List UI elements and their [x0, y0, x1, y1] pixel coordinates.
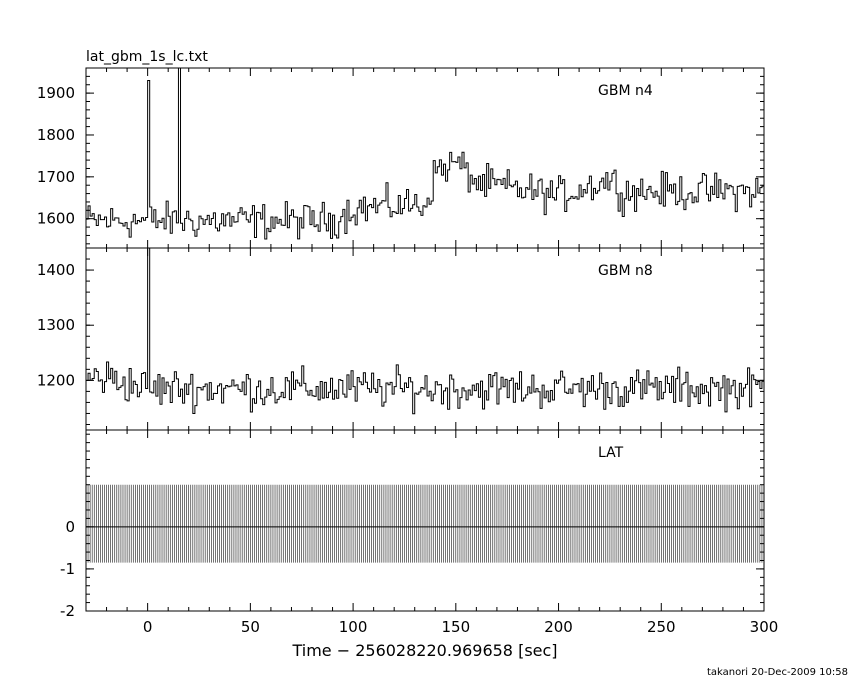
- x-axis-title: Time − 256028220.969658 [sec]: [291, 641, 557, 660]
- x-tick-label: 250: [647, 618, 676, 636]
- y-tick-label: 1200: [37, 371, 75, 389]
- y-tick-label: 1300: [37, 316, 75, 334]
- panel-frame: [85, 67, 765, 249]
- panel-2: GBM n8 1200 1300 1400: [37, 247, 765, 431]
- panel-label: LAT: [598, 445, 624, 461]
- panel-label: GBM n4: [598, 83, 653, 99]
- x-tick-label: 100: [339, 618, 368, 636]
- series-line: [86, 248, 764, 415]
- y-tick-label: -1: [60, 560, 75, 578]
- x-axis: 0 50 100 150 200 250 300: [143, 618, 778, 636]
- panel-1: GBM n4 1600 1700 1800 1900: [37, 67, 765, 249]
- x-tick-label: 300: [750, 618, 779, 636]
- x-tick-label: 50: [241, 618, 260, 636]
- y-tick-label: 1700: [37, 168, 75, 186]
- footer-credit: takanori 20-Dec-2009 10:58: [707, 667, 848, 678]
- panel-3: LAT -2 -1 0: [60, 429, 765, 620]
- x-tick-label: 200: [544, 618, 573, 636]
- y-tick-label: -2: [60, 602, 75, 620]
- panel-frame: [85, 247, 765, 431]
- y-tick-label: 1600: [37, 210, 75, 228]
- y-tick-label: 0: [65, 518, 75, 536]
- y-tick-label: 1900: [37, 84, 75, 102]
- panel-label: GBM n8: [598, 263, 653, 279]
- lat-band-lines: [85, 484, 765, 563]
- file-title: lat_gbm_1s_lc.txt: [86, 49, 208, 65]
- x-tick-label: 150: [441, 618, 470, 636]
- panel-frame: [85, 429, 765, 612]
- series-line: [86, 68, 764, 240]
- y-tick-label: 1800: [37, 126, 75, 144]
- x-tick-label: 0: [143, 618, 153, 636]
- y-tick-label: 1400: [37, 261, 75, 279]
- panels: GBM n4 1600 1700 1800 1900 GBM n8 1200 1300 1400…: [37, 67, 765, 620]
